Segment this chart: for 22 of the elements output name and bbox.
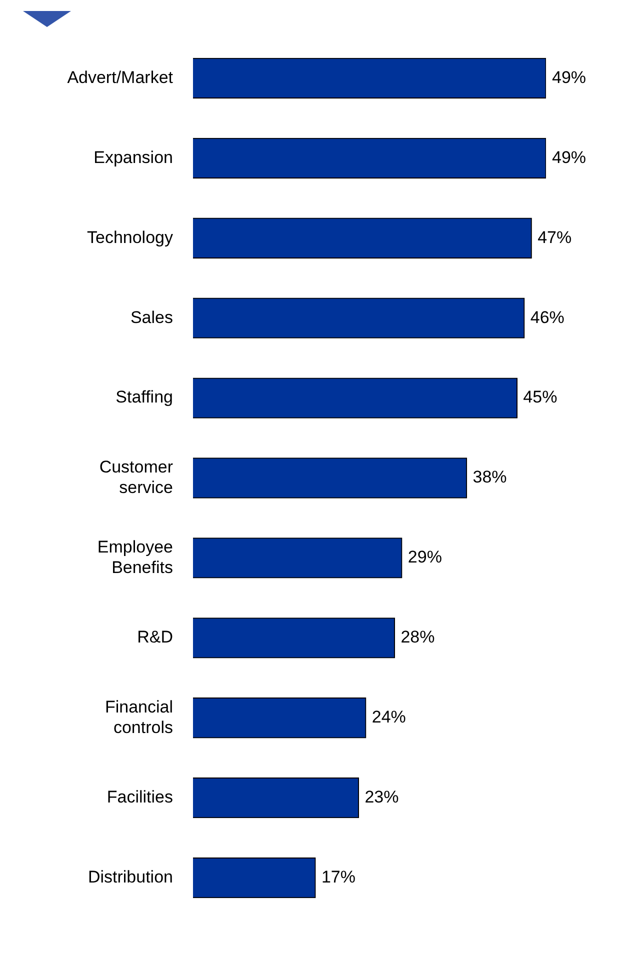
y-tick-label: Employee Benefits xyxy=(97,537,173,577)
data-label: 17% xyxy=(321,868,356,887)
data-label: 28% xyxy=(400,628,435,647)
data-label: 49% xyxy=(552,148,586,167)
y-tick-label: Advert/Market xyxy=(67,68,174,87)
data-label: 45% xyxy=(523,388,558,407)
y-tick-label: Technology xyxy=(86,228,174,247)
y-tick-label: Staffing xyxy=(116,388,173,407)
data-label: 47% xyxy=(538,228,572,247)
y-tick-label: R&D xyxy=(137,628,173,647)
data-label: 46% xyxy=(530,308,564,327)
y-tick-label: Customer service xyxy=(99,457,174,497)
data-label: 38% xyxy=(472,468,507,487)
y-tick-label: Sales xyxy=(130,308,173,327)
y-tick-label: Distribution xyxy=(88,868,173,887)
data-label: 49% xyxy=(552,68,586,87)
y-tick-label: Financial controls xyxy=(104,697,173,737)
y-tick-label: Expansion xyxy=(94,148,173,167)
data-label: 29% xyxy=(408,548,442,567)
data-label: 23% xyxy=(364,788,399,807)
data-label: 24% xyxy=(372,708,406,727)
y-tick-label: Facilities xyxy=(106,788,173,807)
